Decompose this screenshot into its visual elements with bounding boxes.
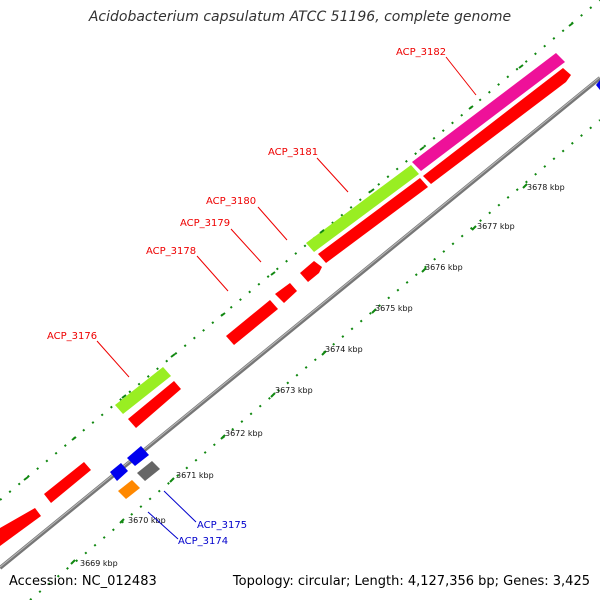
- gene-bar-red-7[interactable]: [44, 462, 91, 503]
- scale-tick-3672: 3672 kbp: [225, 429, 263, 438]
- scale-tick-3675: 3675 kbp: [375, 304, 413, 313]
- gene-bar-red-4[interactable]: [275, 283, 297, 303]
- gene-bar-red-5[interactable]: [226, 300, 278, 345]
- gene-acp-3181-bar[interactable]: [306, 165, 419, 252]
- gene-gray-small[interactable]: [137, 461, 160, 481]
- genome-backbone: [0, 76, 600, 570]
- gene-blue-small[interactable]: [110, 463, 128, 481]
- scale-tick-3671: 3671 kbp: [176, 471, 214, 480]
- label-leaders: [96, 56, 477, 540]
- gene-label-acp-3180[interactable]: ACP_3180: [206, 196, 256, 207]
- accession-text: Accession: NC_012483: [9, 574, 157, 589]
- scale-tick-3674: 3674 kbp: [325, 345, 363, 354]
- gene-label-acp-3182[interactable]: ACP_3182: [396, 47, 446, 58]
- gene-blue-edge[interactable]: [596, 80, 600, 90]
- outer-minor-ticks: [23, 22, 574, 481]
- scale-tick-3670: 3670 kbp: [128, 516, 166, 525]
- gene-label-acp-3174[interactable]: ACP_3174: [178, 536, 228, 547]
- inner-major-ticks: [70, 183, 528, 565]
- gene-label-acp-3178[interactable]: ACP_3178: [146, 246, 196, 257]
- gene-bar-red-6[interactable]: [128, 381, 181, 428]
- scale-tick-3678: 3678 kbp: [527, 183, 565, 192]
- gene-label-acp-3176[interactable]: ACP_3176: [47, 331, 97, 342]
- genome-backbone-highlight: [0, 76, 600, 568]
- scale-tick-3673: 3673 kbp: [275, 386, 313, 395]
- gene-label-acp-3179[interactable]: ACP_3179: [180, 218, 230, 229]
- gene-bar-red-8[interactable]: [0, 508, 41, 546]
- outer-tick-track: [0, 0, 600, 501]
- gene-acp-3182-bar[interactable]: [412, 53, 565, 171]
- gene-acp-3174-bar[interactable]: [118, 480, 140, 499]
- scale-tick-3677: 3677 kbp: [477, 222, 515, 231]
- gene-bar-red-1[interactable]: [423, 68, 571, 184]
- map-title: Acidobacterium capsulatum ATCC 51196, co…: [88, 9, 512, 25]
- gene-label-acp-3175[interactable]: ACP_3175: [197, 520, 247, 531]
- scale-tick-3669: 3669 kbp: [80, 559, 118, 568]
- gene-acp-3175-bar[interactable]: [127, 446, 149, 466]
- gene-label-acp-3181[interactable]: ACP_3181: [268, 147, 318, 158]
- topology-text: Topology: circular; Length: 4,127,356 bp…: [232, 574, 590, 589]
- gene-acp-3176-bar[interactable]: [115, 367, 171, 414]
- scale-tick-3676: 3676 kbp: [425, 263, 463, 272]
- gene-bar-red-2[interactable]: [318, 178, 428, 263]
- inner-tick-track: [29, 119, 600, 601]
- gene-bar-red-3[interactable]: [300, 261, 322, 282]
